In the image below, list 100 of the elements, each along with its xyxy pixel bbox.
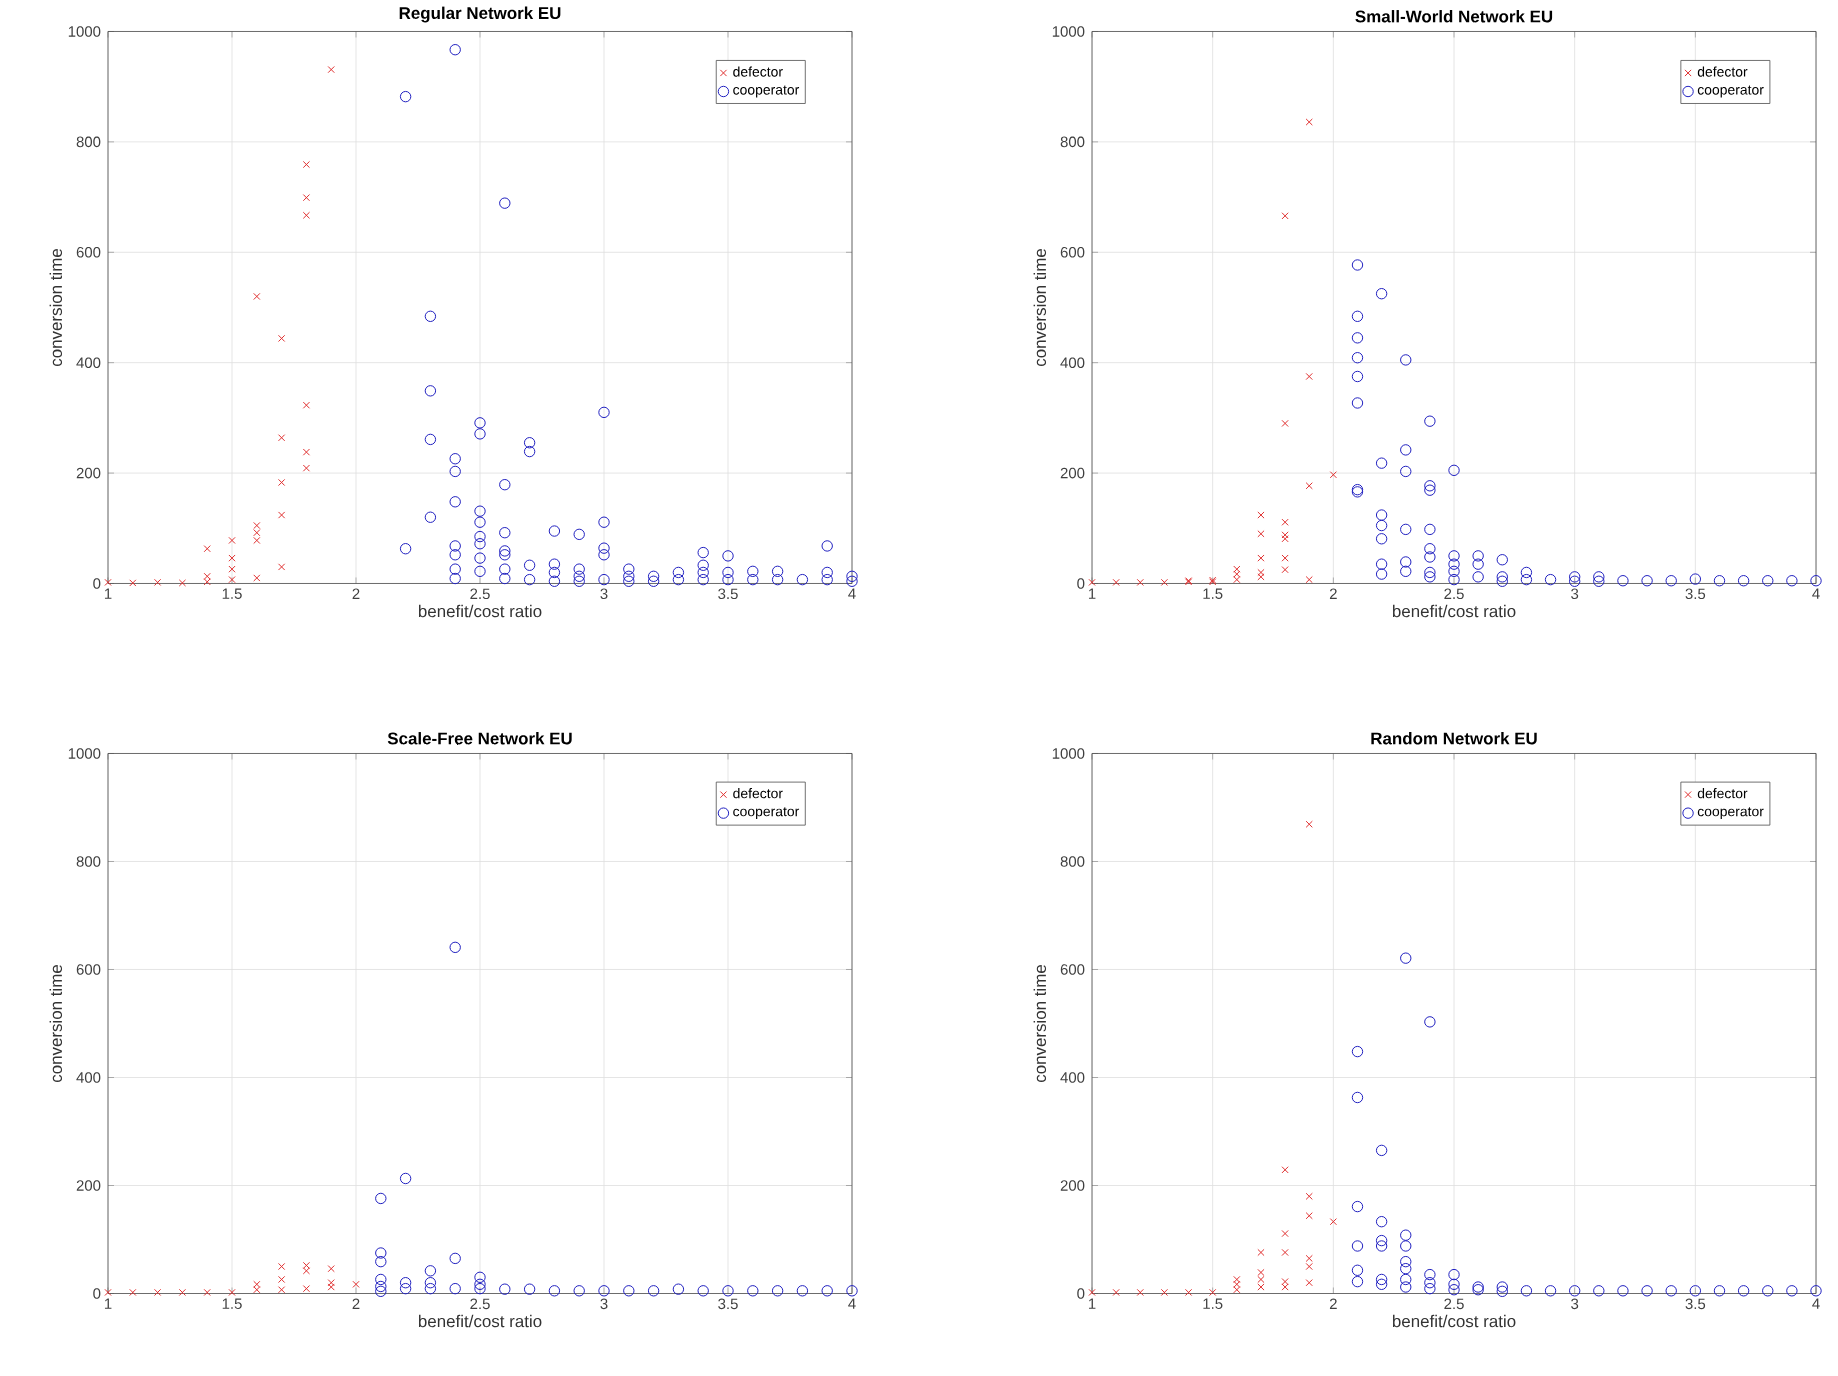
point (302, 161, 311, 169)
point (1351, 1046, 1364, 1058)
point (1375, 288, 1388, 300)
point (375, 1247, 387, 1259)
point (129, 1289, 137, 1297)
point (1400, 1274, 1412, 1286)
point (1281, 212, 1289, 220)
point (1400, 565, 1412, 578)
point (474, 1278, 486, 1291)
point (747, 1285, 759, 1297)
point (1160, 1289, 1169, 1297)
y-axis-title: conversion time (49, 965, 63, 1083)
point (1400, 1256, 1412, 1268)
point (1786, 1285, 1798, 1297)
point (277, 1286, 286, 1294)
point (1329, 471, 1337, 479)
point (1136, 579, 1144, 587)
point (697, 1285, 709, 1297)
point (352, 1280, 360, 1289)
point (1375, 520, 1388, 532)
point (1665, 1285, 1677, 1297)
point (375, 1256, 387, 1268)
point (1281, 1249, 1289, 1257)
point (672, 1283, 685, 1296)
point (1088, 579, 1096, 587)
point (1762, 1285, 1774, 1297)
point (1424, 1277, 1436, 1289)
point (1351, 1276, 1364, 1288)
point (424, 1277, 437, 1289)
point (1305, 482, 1313, 490)
point (1496, 575, 1508, 588)
point (1400, 1229, 1412, 1242)
point (1737, 1285, 1750, 1297)
point (1400, 465, 1412, 478)
point (1351, 310, 1364, 323)
point (1351, 332, 1364, 344)
point (1305, 373, 1313, 381)
point (327, 66, 335, 74)
point (1257, 569, 1265, 577)
point (1257, 554, 1265, 562)
x-axis-title: benefit/cost ratio (418, 605, 542, 618)
point (523, 1283, 536, 1296)
point (1305, 118, 1313, 126)
y-axis-title: conversion time (49, 249, 63, 367)
point (1424, 415, 1436, 428)
point (203, 1289, 211, 1297)
point (1424, 1016, 1436, 1028)
point (1257, 1269, 1265, 1277)
point (1448, 464, 1460, 477)
y-axis-title: conversion time (1033, 249, 1047, 367)
point (796, 1285, 809, 1297)
point (104, 579, 112, 587)
point (277, 479, 286, 487)
point (1544, 574, 1557, 586)
point (1400, 1281, 1412, 1293)
point (647, 1285, 660, 1297)
point (1351, 371, 1364, 383)
point (302, 464, 311, 472)
point (253, 293, 261, 301)
point (1593, 571, 1605, 583)
point (1233, 570, 1241, 578)
point (1496, 554, 1508, 566)
point (1375, 509, 1388, 521)
point (1160, 579, 1169, 587)
point (399, 1277, 412, 1289)
point (1665, 575, 1677, 587)
point (1375, 1144, 1388, 1157)
point (1305, 820, 1313, 829)
point (1448, 565, 1460, 578)
point (253, 1280, 261, 1289)
point (302, 401, 311, 410)
point (1520, 567, 1533, 579)
point (203, 545, 211, 553)
point (228, 537, 236, 545)
point (1351, 1240, 1364, 1252)
point (771, 1285, 784, 1297)
point (277, 511, 286, 519)
point (327, 1283, 335, 1291)
point (1305, 1192, 1313, 1201)
point (1375, 1278, 1388, 1291)
point (1281, 554, 1289, 562)
point (1281, 1278, 1289, 1286)
point (1351, 259, 1364, 271)
point (1472, 558, 1484, 571)
point (1233, 1276, 1241, 1284)
point (1351, 1264, 1364, 1277)
x-axis-title: benefit/cost ratio (1392, 1315, 1516, 1328)
point (1351, 397, 1364, 409)
point (277, 1263, 286, 1271)
point (302, 211, 311, 220)
point (203, 578, 211, 586)
point (1810, 575, 1822, 587)
point (1424, 480, 1436, 492)
point (1400, 354, 1412, 366)
point (1520, 574, 1533, 586)
point (277, 335, 286, 343)
point (722, 1285, 734, 1297)
point (1448, 1278, 1460, 1291)
point (1448, 558, 1460, 571)
point (1496, 1285, 1508, 1298)
